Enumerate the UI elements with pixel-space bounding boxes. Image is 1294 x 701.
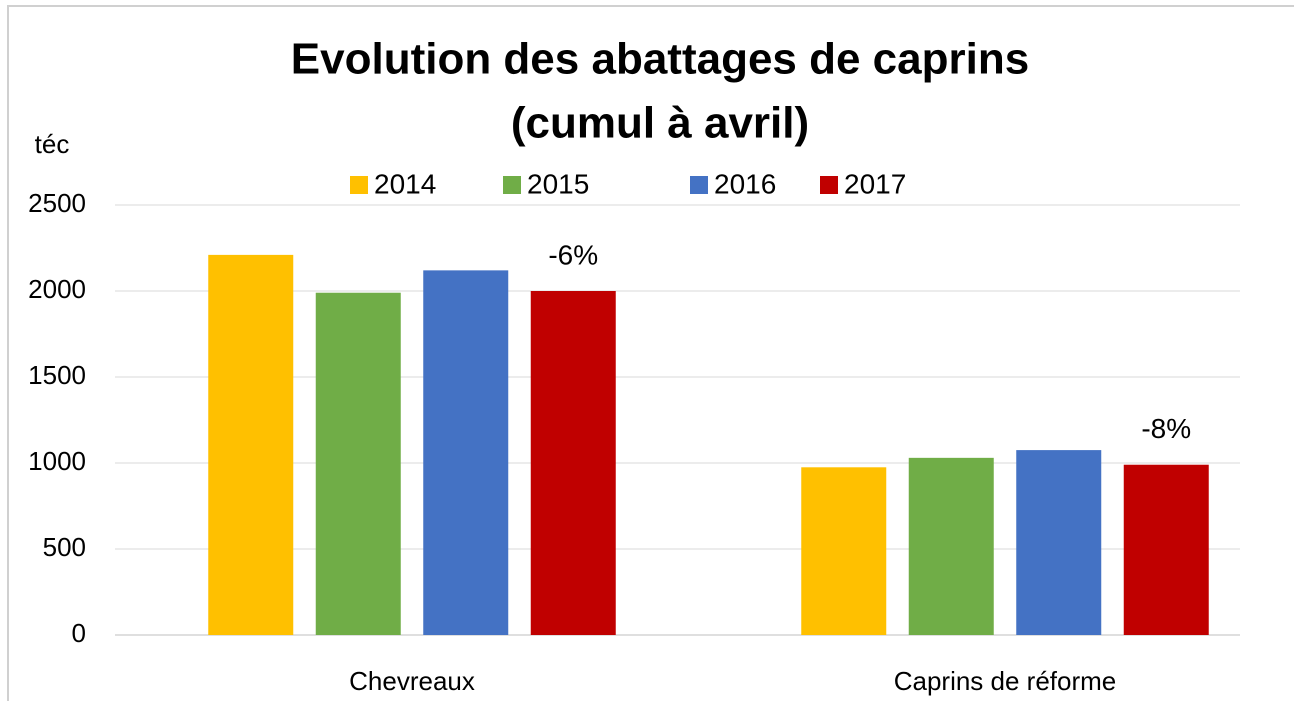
y-tick-label: 2500 bbox=[28, 188, 86, 218]
legend-swatch bbox=[690, 176, 708, 194]
bar bbox=[423, 270, 509, 635]
legend-swatch bbox=[820, 176, 838, 194]
legend-label: 2015 bbox=[527, 168, 589, 199]
bar bbox=[530, 291, 616, 635]
bar bbox=[1016, 450, 1102, 635]
x-tick-label: Chevreaux bbox=[349, 666, 475, 696]
bar bbox=[801, 467, 887, 635]
annotation: -6% bbox=[548, 239, 598, 270]
chart-title: Evolution des abattages de caprins bbox=[291, 35, 1029, 84]
bar bbox=[208, 254, 294, 635]
legend-label: 2014 bbox=[374, 168, 436, 199]
y-tick-label: 1000 bbox=[28, 446, 86, 476]
y-tick-label: 500 bbox=[43, 532, 86, 562]
annotation: -8% bbox=[1141, 413, 1191, 444]
bar bbox=[908, 457, 994, 635]
legend-label: 2017 bbox=[844, 168, 906, 199]
y-axis-label: téc bbox=[35, 129, 70, 159]
y-tick-label: 0 bbox=[72, 618, 86, 648]
legend-swatch bbox=[350, 176, 368, 194]
legend-label: 2016 bbox=[714, 168, 776, 199]
chart-subtitle: (cumul à avril) bbox=[511, 99, 809, 148]
x-tick-label: Caprins de réforme bbox=[894, 666, 1117, 696]
y-tick-label: 2000 bbox=[28, 274, 86, 304]
chart-border bbox=[7, 5, 1294, 701]
legend-swatch bbox=[503, 176, 521, 194]
bar bbox=[1123, 464, 1209, 635]
y-tick-label: 1500 bbox=[28, 360, 86, 390]
bar bbox=[315, 292, 401, 635]
